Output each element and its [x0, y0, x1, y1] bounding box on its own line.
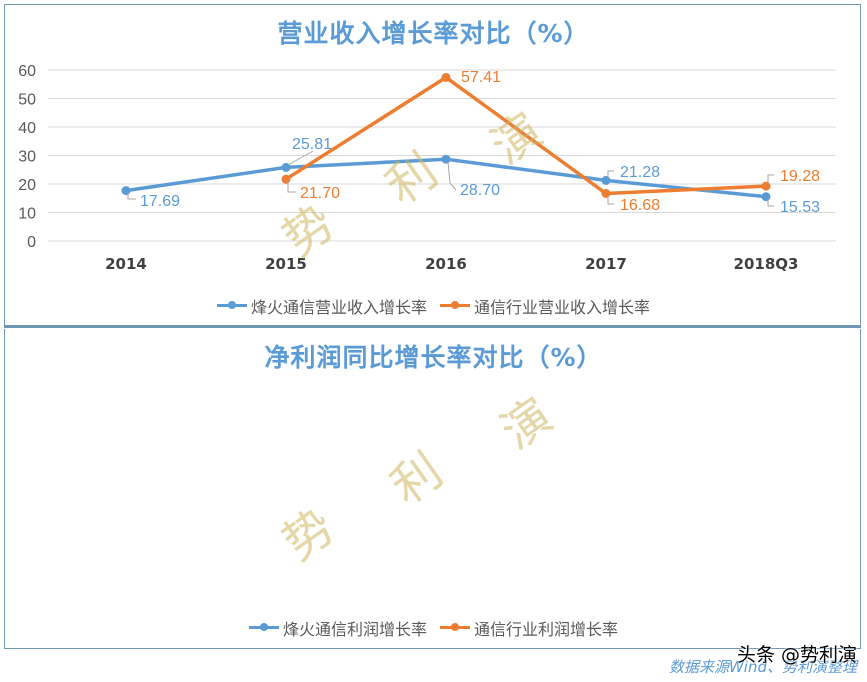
data-point [121, 186, 131, 196]
profit-chart-legend: 烽火通信利润增长率 通信行业利润增长率 [0, 614, 867, 640]
data-label: 21.70 [300, 185, 340, 202]
chart1-data-labels: 17.69 25.81 28.70 21.28 15.53 21.70 57.4… [140, 69, 820, 216]
x-tick: 2014 [105, 255, 147, 273]
data-point [601, 189, 611, 198]
data-label: 15.53 [780, 199, 820, 216]
y-tick: 60 [18, 63, 36, 80]
data-label: 17.69 [140, 193, 180, 210]
data-label: 57.41 [461, 69, 501, 86]
chart1-leader-lines [127, 150, 774, 207]
line-marker-icon [440, 623, 471, 631]
data-point [441, 154, 451, 164]
y-tick: 50 [18, 92, 36, 109]
profit-chart-title: 净利润同比增长率对比（%） [264, 343, 603, 372]
y-tick: 20 [18, 177, 36, 194]
data-label: 19.28 [780, 168, 820, 185]
data-point [281, 174, 291, 184]
author-credit: 头条 @势利演 [736, 644, 857, 666]
data-point [441, 72, 451, 82]
data-label: 16.68 [620, 197, 660, 214]
chart1-gridlines [48, 69, 836, 242]
revenue-chart-legend: 烽火通信营业收入增长率 通信行业营业收入增长率 [0, 292, 867, 318]
revenue-chart-title: 营业收入增长率对比（%） [277, 19, 590, 48]
data-label: 28.70 [460, 182, 500, 199]
chart1-x-axis: 2014 2015 2016 2017 2018Q3 [105, 255, 798, 273]
line-marker-icon [248, 623, 279, 631]
data-label: 21.28 [620, 164, 660, 181]
data-point [761, 192, 771, 202]
y-tick: 40 [18, 120, 36, 137]
y-tick: 10 [18, 206, 36, 223]
revenue-growth-chart-panel [4, 4, 861, 328]
data-source-note: 数据来源Wind、势利演整理 [668, 658, 857, 676]
legend-item-industry-profit[interactable]: 通信行业利润增长率 [440, 616, 618, 640]
x-tick: 2017 [585, 255, 627, 273]
y-tick: 0 [27, 234, 36, 251]
x-tick: 2018Q3 [734, 255, 799, 273]
legend-item-fiberhome-profit[interactable]: 烽火通信利润增长率 [248, 616, 427, 640]
line-marker-icon [216, 301, 247, 309]
data-label: 25.81 [292, 136, 332, 153]
y-tick: 30 [18, 149, 36, 166]
x-tick: 2015 [265, 255, 307, 273]
x-tick: 2016 [425, 255, 467, 273]
legend-item-fiberhome-revenue[interactable]: 烽火通信营业收入增长率 [216, 294, 427, 318]
line-marker-icon [440, 301, 471, 309]
data-point [601, 175, 611, 185]
chart1-y-axis: 60 50 40 30 20 10 0 [18, 63, 36, 251]
chart1-series-fiberhome-revenue [121, 154, 771, 202]
profit-growth-chart-panel [4, 329, 861, 649]
data-point [761, 181, 771, 191]
legend-item-industry-revenue[interactable]: 通信行业营业收入增长率 [440, 294, 650, 318]
